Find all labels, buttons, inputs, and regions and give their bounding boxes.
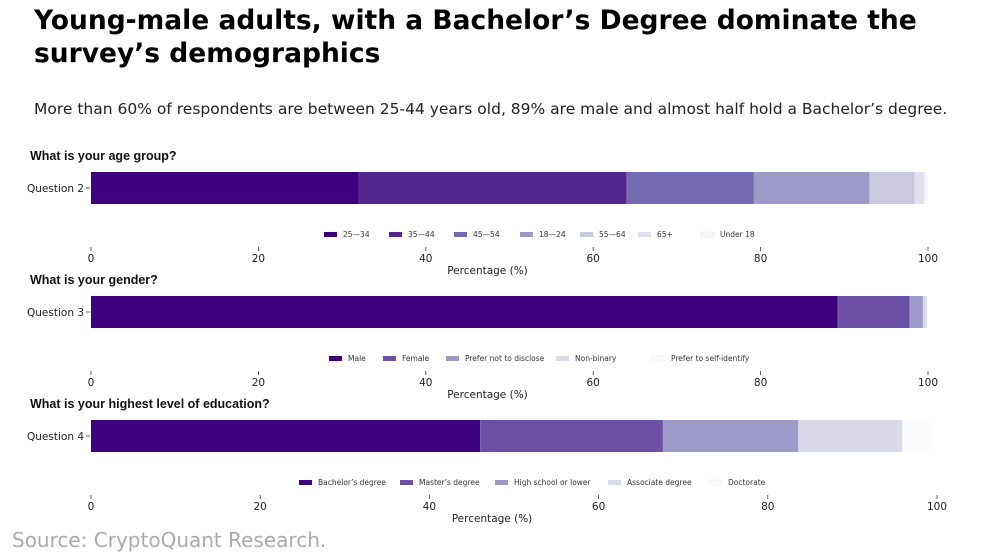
legend-label-1-3: 45—54: [473, 230, 500, 239]
bar-segment-2-5: [927, 296, 928, 328]
x-tick-label-1-4: 60: [587, 253, 600, 265]
panel-title-1: What is your age group?: [30, 149, 177, 163]
bar-segment-1-7: [924, 172, 928, 204]
x-tick-label-2-4: 60: [587, 377, 600, 389]
x-tick-label-1-3: 40: [419, 253, 432, 265]
legend-label-1-1: 25—34: [343, 230, 370, 239]
panel-title-3: What is your highest level of education?: [30, 397, 270, 411]
legend-swatch-2-1: [329, 356, 342, 361]
bar-segment-2-1: [91, 296, 838, 328]
page-title: Young-male adults, with a Bachelor’s Deg…: [34, 5, 917, 69]
legend-label-2-4: Non-binary: [575, 354, 617, 363]
legend-label-2-5: Prefer to self-identify: [671, 354, 750, 363]
legend-swatch-3-1: [299, 480, 312, 485]
legend-swatch-1-2: [389, 232, 402, 237]
legend-swatch-1-6: [638, 232, 651, 237]
x-tick-label-2-5: 80: [754, 377, 767, 389]
x-axis-label-2: Percentage (%): [447, 389, 528, 401]
legend-swatch-2-5: [651, 355, 666, 362]
bar-segment-2-4: [922, 296, 928, 328]
legend-swatch-1-7: [700, 231, 715, 238]
x-tick-label-2-3: 40: [419, 377, 432, 389]
bar-segment-3-1: [91, 420, 481, 452]
x-tick-label-3-1: 0: [88, 501, 95, 513]
legend-label-3-1: Bachelor’s degree: [318, 478, 386, 487]
x-tick-label-1-2: 20: [252, 253, 265, 265]
x-tick-label-3-3: 40: [423, 501, 436, 513]
legend-swatch-2-3: [446, 356, 459, 361]
legend-label-1-4: 18—24: [539, 230, 566, 239]
category-label-3: Question 4: [27, 431, 84, 443]
x-tick-label-1-6: 100: [918, 253, 938, 265]
x-tick-label-2-1: 0: [88, 377, 95, 389]
legend-label-3-4: Associate degree: [627, 478, 692, 487]
bar-segment-3-2: [480, 420, 663, 452]
legend-label-3-2: Master’s degree: [419, 478, 480, 487]
legend-label-1-5: 55—64: [599, 230, 626, 239]
panel-title-2: What is your gender?: [30, 273, 158, 287]
x-tick-label-1-5: 80: [754, 253, 767, 265]
legend-label-3-5: Doctorate: [728, 478, 766, 487]
legend-swatch-3-4: [608, 480, 621, 485]
x-axis-label-1: Percentage (%): [447, 265, 528, 277]
legend-swatch-3-5: [708, 479, 723, 486]
legend-label-2-3: Prefer not to disclose: [465, 354, 545, 363]
bar-segment-3-3: [662, 420, 799, 452]
legend-label-1-6: 65+: [657, 230, 673, 239]
bar-segment-1-1: [91, 172, 359, 204]
bar-segment-3-4: [798, 420, 903, 452]
category-label-1: Question 2: [27, 183, 84, 195]
bar-segment-1-2: [358, 172, 627, 204]
bar-segment-1-4: [753, 172, 870, 204]
page-subtitle: More than 60% of respondents are between…: [34, 100, 948, 118]
x-tick-label-3-4: 60: [592, 501, 605, 513]
legend-swatch-1-3: [454, 232, 467, 237]
x-tick-label-2-2: 20: [252, 377, 265, 389]
legend-label-3-3: High school or lower: [514, 478, 592, 487]
bar-segment-3-5: [902, 420, 931, 452]
x-tick-label-2-6: 100: [918, 377, 938, 389]
legend-swatch-1-1: [324, 232, 337, 237]
legend-label-1-2: 35—44: [408, 230, 435, 239]
legend-swatch-2-4: [556, 356, 569, 361]
x-tick-label-3-2: 20: [254, 501, 267, 513]
legend-swatch-3-3: [495, 480, 508, 485]
x-tick-label-3-6: 100: [927, 501, 947, 513]
legend-swatch-3-2: [400, 480, 413, 485]
bar-segment-2-3: [909, 296, 923, 328]
category-label-2: Question 3: [27, 307, 84, 319]
bar-segment-2-2: [837, 296, 910, 328]
bar-segment-1-5: [869, 172, 915, 204]
bar-segment-1-6: [914, 172, 925, 204]
x-tick-label-1-1: 0: [88, 253, 95, 265]
source-note: Source: CryptoQuant Research.: [12, 528, 327, 552]
legend-swatch-1-4: [520, 232, 533, 237]
legend-swatch-1-5: [580, 232, 593, 237]
legend-label-2-2: Female: [402, 354, 430, 363]
legend-label-2-1: Male: [348, 354, 366, 363]
bar-segment-1-3: [626, 172, 754, 204]
legend-label-1-7: Under 18: [720, 230, 755, 239]
x-tick-label-3-5: 80: [761, 501, 774, 513]
x-axis-label-3: Percentage (%): [452, 513, 533, 525]
legend-swatch-2-2: [383, 356, 396, 361]
